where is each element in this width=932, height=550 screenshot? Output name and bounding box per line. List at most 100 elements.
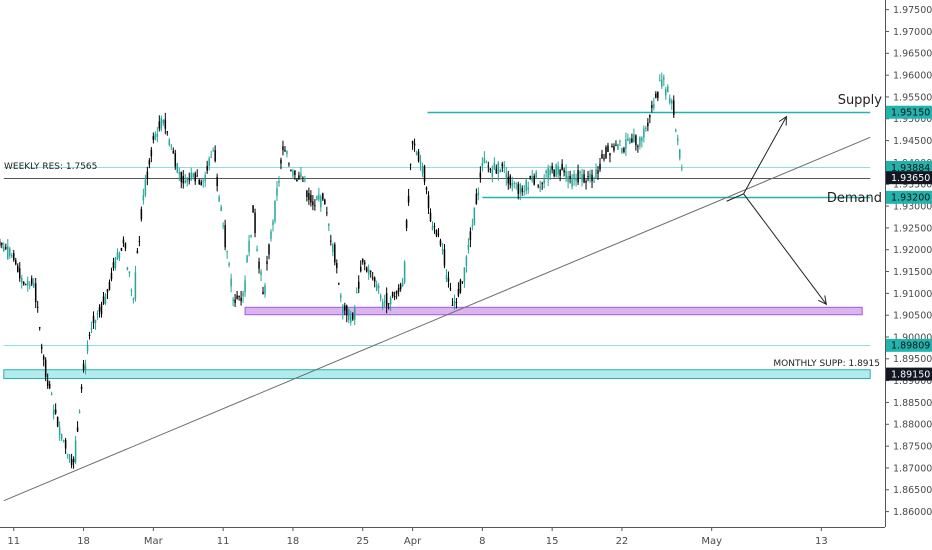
candle-body [336,262,338,269]
candle-body [52,409,55,415]
candle-body [160,117,163,130]
candle-body [527,187,529,190]
candle-body [11,255,13,257]
candle-body [553,169,555,177]
candle-body [677,138,679,141]
candle-body [19,268,21,279]
candle-body [22,281,25,285]
candle-body [270,231,272,239]
candle-body [507,176,510,184]
y-tick-label: 1.86500 [893,485,932,496]
candle-body [192,173,194,178]
candle-body [467,244,470,250]
candle-body [559,169,561,176]
rising-trendline [3,136,871,502]
y-tick-label: 1.88000 [893,420,932,431]
candle-body [369,271,372,273]
candle-body [627,138,629,141]
y-tick-label: 1.87000 [893,463,932,474]
candle-body [557,166,559,175]
candle-body [525,179,527,192]
x-axis[interactable]: 11 18 Mar 11 18 25 Apr 8 15 22 May 13 [7,527,828,547]
candle-body [397,287,400,292]
candle-body [13,252,15,261]
candle-body [471,225,474,227]
candle-body [545,171,547,174]
candle-body [264,285,266,295]
candle-body [529,176,531,178]
candle-body [417,151,420,162]
candle-body [519,184,521,194]
candle-body [262,291,264,295]
candle-body [292,170,294,176]
candle-body [401,282,404,287]
candle-body [517,184,520,194]
x-tick-label: 18 [77,536,90,547]
candle-body [481,162,484,167]
candle-body [5,247,7,249]
candle-body [266,261,268,264]
candle-body [661,79,663,87]
candle-body [166,131,169,133]
candle-body [649,114,651,118]
candle-body [168,140,171,145]
candle-body [72,458,75,463]
candle-body [90,328,93,330]
y-tick-label: 1.93500 [893,180,932,191]
candle-body [54,409,57,414]
candle-body [607,145,609,152]
candle-body [415,152,418,155]
candle-body [469,231,472,241]
candle-body [613,146,615,151]
candle-body [515,183,518,185]
candle-body [429,212,432,222]
candle-body [24,284,27,286]
candle-body [132,299,135,301]
candle-body [126,267,129,270]
candle-body [405,220,408,228]
candle-body [551,165,553,170]
candle-body [138,240,141,243]
candle-body [361,258,364,263]
candle-body [427,195,430,209]
candle-body [435,229,438,237]
candle-body [573,173,575,180]
candle-body [274,200,276,222]
candle-body [318,194,320,200]
candle-body [587,176,589,178]
candle-body [447,278,450,282]
x-tick-label: Apr [404,536,422,547]
plot-area[interactable] [0,0,885,527]
candle-body [445,275,448,279]
candle-body [615,144,617,146]
candle-body [322,193,324,200]
x-tick-label: 18 [287,536,300,547]
candle-body [162,119,165,124]
price-label-text: 1.93884 [891,163,930,174]
candle-body [218,196,220,202]
x-tick-label: 13 [815,536,828,547]
candle-body [164,119,167,129]
candle-body [547,168,549,180]
candle-body [387,303,390,305]
x-tick-label: 15 [546,536,559,547]
candle-body [679,149,681,159]
candle-body [433,226,436,228]
candle-body [639,137,641,146]
candle-body [238,296,240,298]
candle-body [286,151,288,155]
candle-body [226,251,228,253]
x-tick-label: Mar [144,536,164,547]
candle-body [393,295,396,297]
y-tick-label: 1.91500 [893,267,932,278]
candle-body [443,249,446,266]
candle-body [583,174,585,183]
candle-body [473,207,476,226]
candle-body [399,284,402,290]
candle-body [334,244,336,263]
candle-body [431,226,434,230]
candle-body [84,366,87,370]
candle-body [451,305,454,307]
candle-body [106,289,109,293]
